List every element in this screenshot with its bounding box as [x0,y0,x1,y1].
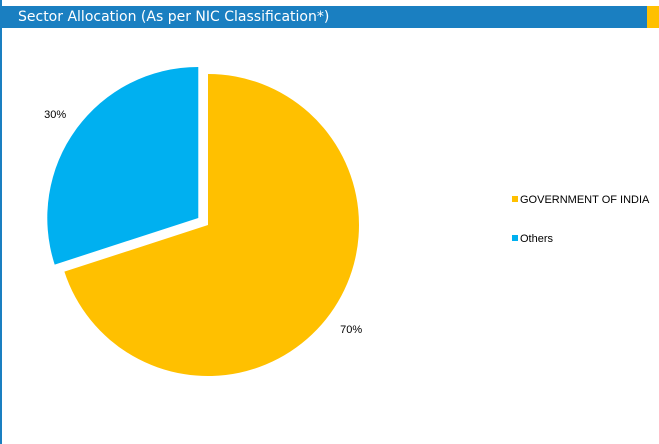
pie-slices [47,66,360,376]
chart-legend: GOVERNMENT OF INDIA Others [512,194,650,245]
panel-header [2,6,647,28]
pie-slice-others [47,66,199,265]
legend-label-government-of-india: GOVERNMENT OF INDIA [520,194,650,206]
slice-label-government-of-india: 70% [340,324,362,336]
pie-slice-labels: 70% 30% [44,109,362,336]
panel-title: Sector Allocation (As per NIC Classifica… [18,9,330,25]
header-accent-bar [647,6,659,28]
pie-slice-government-of-india [64,74,360,376]
slice-label-others: 30% [44,109,66,121]
legend-swatch-others [512,235,518,241]
legend-swatch-government-of-india [512,196,518,202]
legend-label-others: Others [520,233,554,245]
